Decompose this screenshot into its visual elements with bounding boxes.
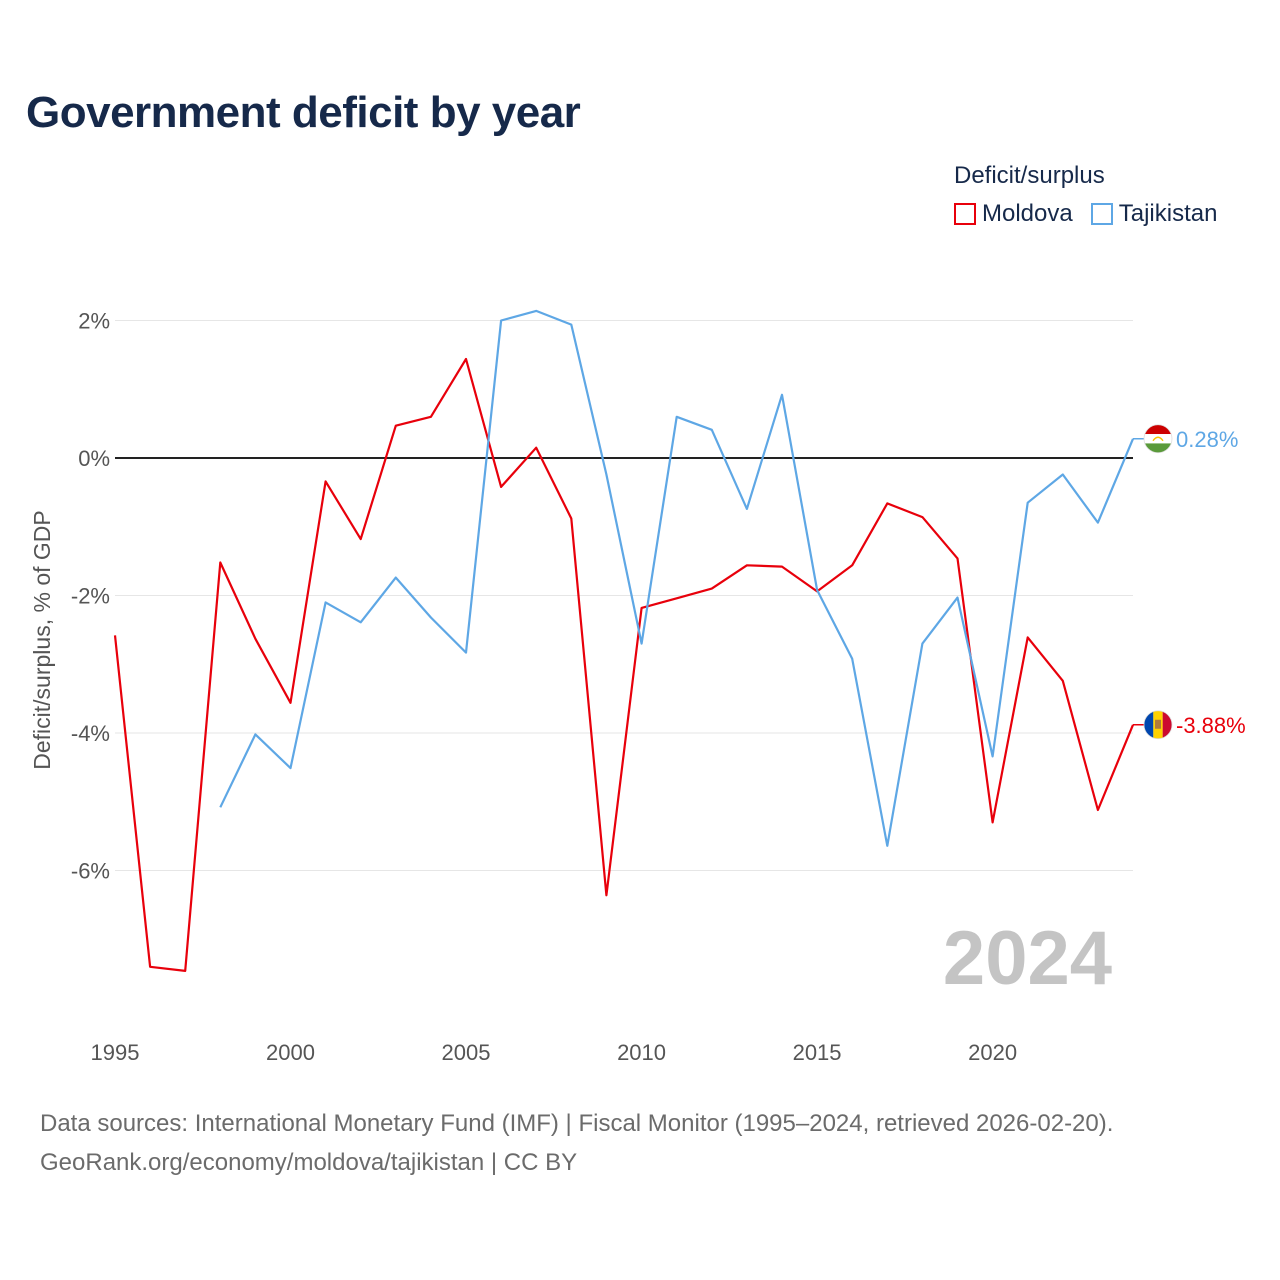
flag-stripe-red <box>1162 710 1172 739</box>
y-axis-label: Deficit/surplus, % of GDP <box>29 510 55 769</box>
x-tick-label: 1995 <box>91 1040 140 1065</box>
series-line-tajikistan[interactable] <box>219 309 1135 847</box>
x-tick-label: 2010 <box>617 1040 666 1065</box>
sources-line-2[interactable]: GeoRank.org/economy/moldova/tajikistan |… <box>40 1149 578 1176</box>
tajikistan-flag <box>1143 424 1173 454</box>
end-flags: -3.88% 0.28% <box>1133 424 1246 740</box>
y-tick-label: -6% <box>71 859 110 884</box>
flag-body <box>1144 710 1172 739</box>
series-line-moldova[interactable] <box>113 357 1135 973</box>
sources-line-1: Data sources: International Monetary Fun… <box>40 1110 1114 1137</box>
x-axis-ticks: 1995 2000 2005 2010 2015 2020 <box>91 1040 1018 1065</box>
x-tick-label: 2020 <box>968 1040 1017 1065</box>
flag-border <box>1143 424 1173 454</box>
x-tick-label: 2015 <box>793 1040 842 1065</box>
end-value-label-tajikistan: 0.28% <box>1176 427 1238 452</box>
line-chart: 2% 0% -2% -4% -6% 1995 2000 2005 2010 2015 2020 D… <box>29 309 1246 1066</box>
flag-stripe-white <box>1144 434 1172 444</box>
flag-emblem <box>1155 719 1161 729</box>
legend-label-tajikistan: Tajikistan <box>1118 200 1218 227</box>
y-tick-label: 0% <box>78 446 110 471</box>
data-sources: Data sources: International Monetary Fun… <box>40 1104 1113 1182</box>
legend: Deficit/surplus Moldova Tajikistan <box>954 162 1217 228</box>
y-tick-label: -4% <box>71 721 110 746</box>
legend-item-tajikistan[interactable]: Tajikistan <box>1090 200 1218 228</box>
x-tick-label: 2005 <box>442 1040 491 1065</box>
y-tick-label: -2% <box>71 584 110 609</box>
year-watermark: 2024 <box>943 916 1112 1001</box>
moldova-flag <box>1143 710 1173 740</box>
legend-swatch-tajikistan <box>1090 203 1113 225</box>
y-axis-ticks: 2% 0% -2% -4% -6% <box>71 309 110 884</box>
legend-label-moldova: Moldova <box>982 200 1073 227</box>
flag-border <box>1143 710 1173 740</box>
flag-crown <box>1152 436 1164 442</box>
legend-swatch-moldova <box>954 203 976 225</box>
flag-stripe-red <box>1144 424 1172 435</box>
legend-title: Deficit/surplus <box>954 162 1105 189</box>
flag-body <box>1144 424 1172 453</box>
end-value-label-moldova: -3.88% <box>1176 713 1246 738</box>
chart-title: Government deficit by year <box>26 88 581 137</box>
flag-stripe-green <box>1144 443 1172 453</box>
flag-stripe-blue <box>1144 710 1154 739</box>
series-lines <box>113 309 1135 973</box>
legend-item-moldova[interactable]: Moldova <box>954 200 1073 228</box>
grid-lines <box>115 320 1133 871</box>
x-tick-label: 2000 <box>266 1040 315 1065</box>
y-tick-label: 2% <box>78 309 110 334</box>
